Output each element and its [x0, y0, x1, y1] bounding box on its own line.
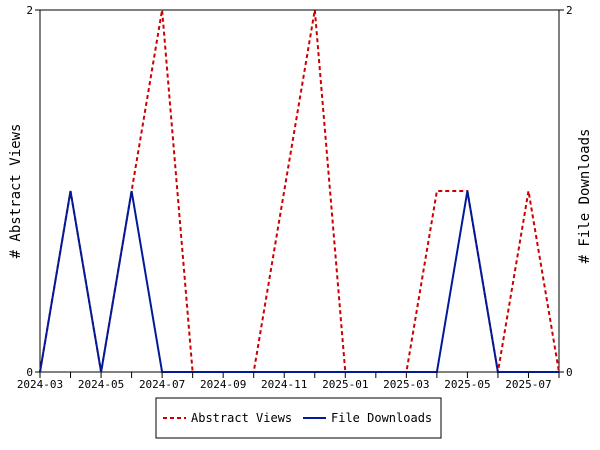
y-tick-label-left: 0 [26, 366, 33, 379]
x-axis: 2024-03 2024-05 2024-07 2024-09 2024-11 2025-… [17, 372, 560, 391]
legend: Abstract Views File Downloads [155, 397, 442, 439]
x-tick-label: 2024-11 [261, 378, 307, 391]
legend-box [155, 397, 442, 439]
y-axes: 0 2 0 2 [26, 4, 572, 379]
x-tick-label: 2025-07 [505, 378, 551, 391]
x-tick-label: 2024-03 [17, 378, 63, 391]
x-tick-label: 2024-05 [78, 378, 124, 391]
y-tick-label-left: 2 [26, 4, 33, 17]
legend-label-file-downloads: File Downloads [331, 411, 432, 425]
x-tick-label: 2025-01 [322, 378, 368, 391]
series-line-abstract-views [39, 9, 560, 373]
x-tick-label: 2024-09 [200, 378, 246, 391]
plot-frame [39, 9, 560, 373]
series-line-file-downloads [39, 190, 559, 373]
x-tick-label: 2024-07 [139, 378, 185, 391]
y-axis-left-title: # Abstract Views [8, 124, 24, 259]
x-tick-label: 2025-03 [383, 378, 429, 391]
y-tick-label-right: 0 [566, 366, 573, 379]
series-lines [39, 9, 560, 373]
legend-label-abstract-views: Abstract Views [191, 411, 292, 425]
y-tick-label-right: 2 [566, 4, 573, 17]
y-axis-right-title: # File Downloads [577, 129, 593, 264]
plot-area [39, 9, 560, 373]
x-tick-label: 2025-05 [444, 378, 490, 391]
